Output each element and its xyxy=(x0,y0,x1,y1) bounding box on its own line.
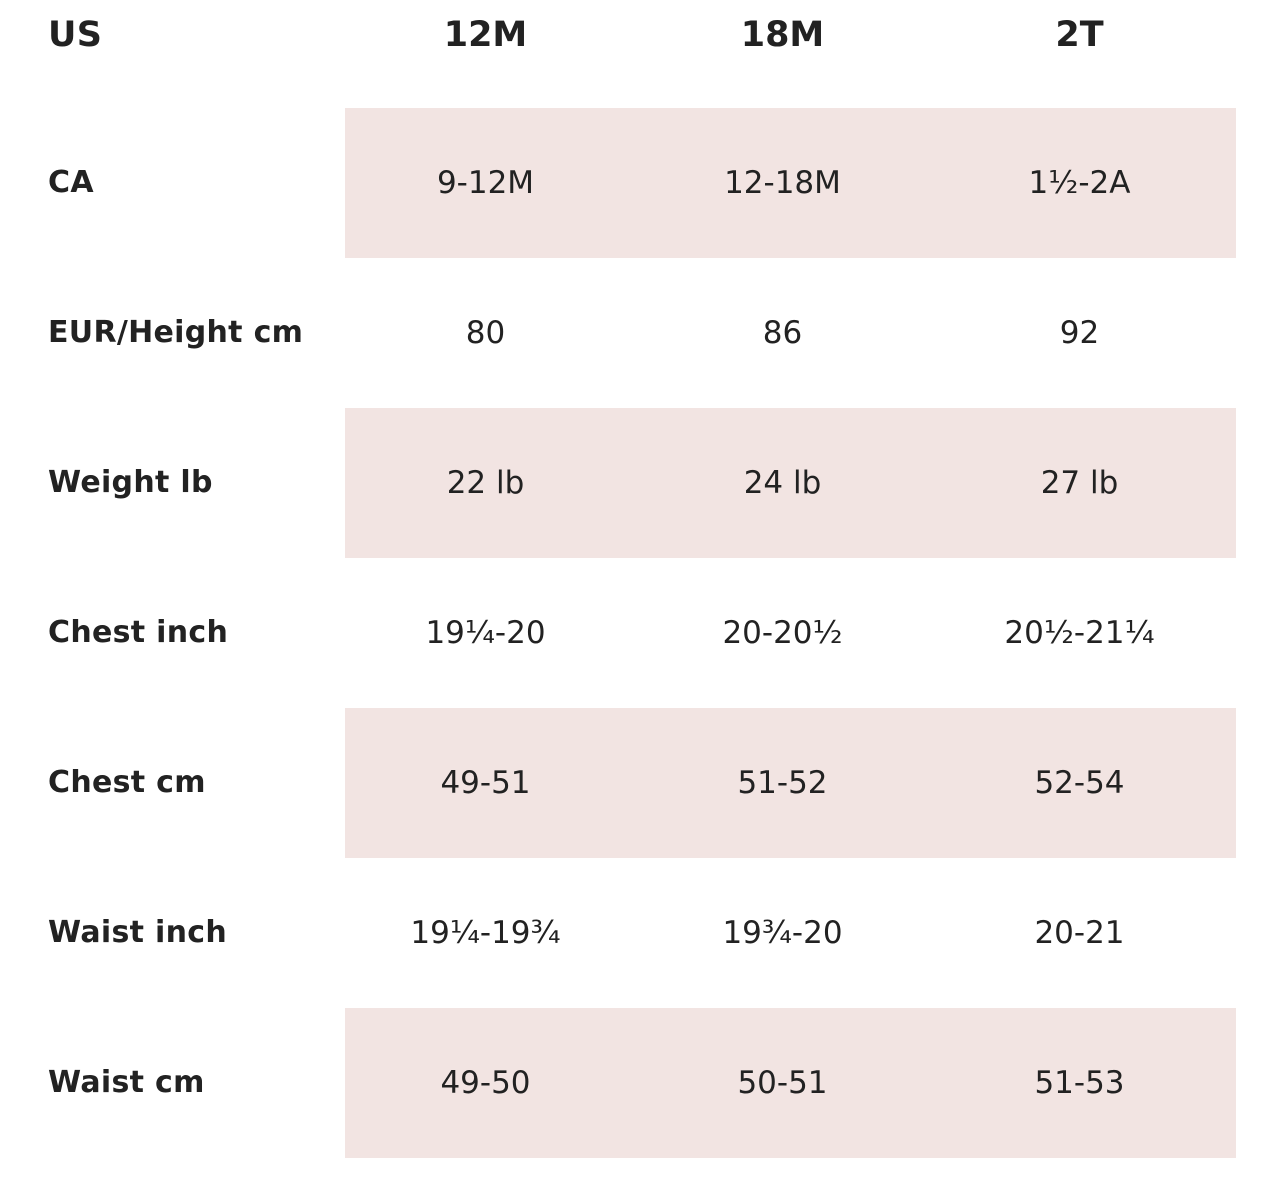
row-label: CA xyxy=(48,165,94,200)
table-row-ca: CA 9-12M 12-18M 1½-2A xyxy=(0,108,1284,258)
row-label: Chest cm xyxy=(48,765,206,800)
table-row-chest-cm: Chest cm 49-51 51-52 52-54 xyxy=(0,708,1284,858)
header-label-us: US xyxy=(48,15,103,55)
header-size-12m: 12M xyxy=(443,15,528,55)
row-label: EUR/Height cm xyxy=(48,315,304,350)
row-shade xyxy=(345,408,1236,558)
row-label: Weight lb xyxy=(48,465,213,500)
table-cell: 51-53 xyxy=(1034,1065,1125,1101)
table-cell: 49-51 xyxy=(440,765,531,801)
size-chart-table: US 12M 18M 2T CA 9-12M 12-18M 1½-2A EUR/… xyxy=(0,0,1284,1158)
table-cell: 50-51 xyxy=(737,1065,828,1101)
table-cell: 12-18M xyxy=(724,165,841,201)
table-row-waist-cm: Waist cm 49-50 50-51 51-53 xyxy=(0,1008,1284,1158)
table-row-weight-lb: Weight lb 22 lb 24 lb 27 lb xyxy=(0,408,1284,558)
table-cell: 86 xyxy=(762,315,803,351)
row-shade xyxy=(345,108,1236,258)
row-label: Waist cm xyxy=(48,1065,205,1100)
table-cell: 51-52 xyxy=(737,765,828,801)
table-cell: 20-20½ xyxy=(722,615,843,651)
table-cell: 19¼-19¾ xyxy=(410,915,561,951)
table-cell: 9-12M xyxy=(436,165,535,201)
row-shade xyxy=(345,1008,1236,1158)
table-cell: 52-54 xyxy=(1034,765,1125,801)
header-size-2t: 2T xyxy=(1055,15,1104,55)
table-row-eur-height: EUR/Height cm 80 86 92 xyxy=(0,258,1284,408)
table-cell: 24 lb xyxy=(743,465,822,501)
table-cell: 49-50 xyxy=(440,1065,531,1101)
table-cell: 19¼-20 xyxy=(425,615,546,651)
header-size-18m: 18M xyxy=(740,15,825,55)
table-cell: 19¾-20 xyxy=(722,915,843,951)
table-cell: 22 lb xyxy=(446,465,525,501)
row-label: Chest inch xyxy=(48,615,229,650)
table-row-waist-inch: Waist inch 19¼-19¾ 19¾-20 20-21 xyxy=(0,858,1284,1008)
row-shade xyxy=(345,708,1236,858)
table-cell: 1½-2A xyxy=(1028,165,1131,201)
table-row-chest-inch: Chest inch 19¼-20 20-20½ 20½-21¼ xyxy=(0,558,1284,708)
table-cell: 80 xyxy=(465,315,506,351)
table-cell: 92 xyxy=(1059,315,1100,351)
table-cell: 20-21 xyxy=(1034,915,1125,951)
table-cell: 20½-21¼ xyxy=(1004,615,1155,651)
table-header-row: US 12M 18M 2T xyxy=(0,0,1284,70)
row-label: Waist inch xyxy=(48,915,227,950)
table-cell: 27 lb xyxy=(1040,465,1119,501)
